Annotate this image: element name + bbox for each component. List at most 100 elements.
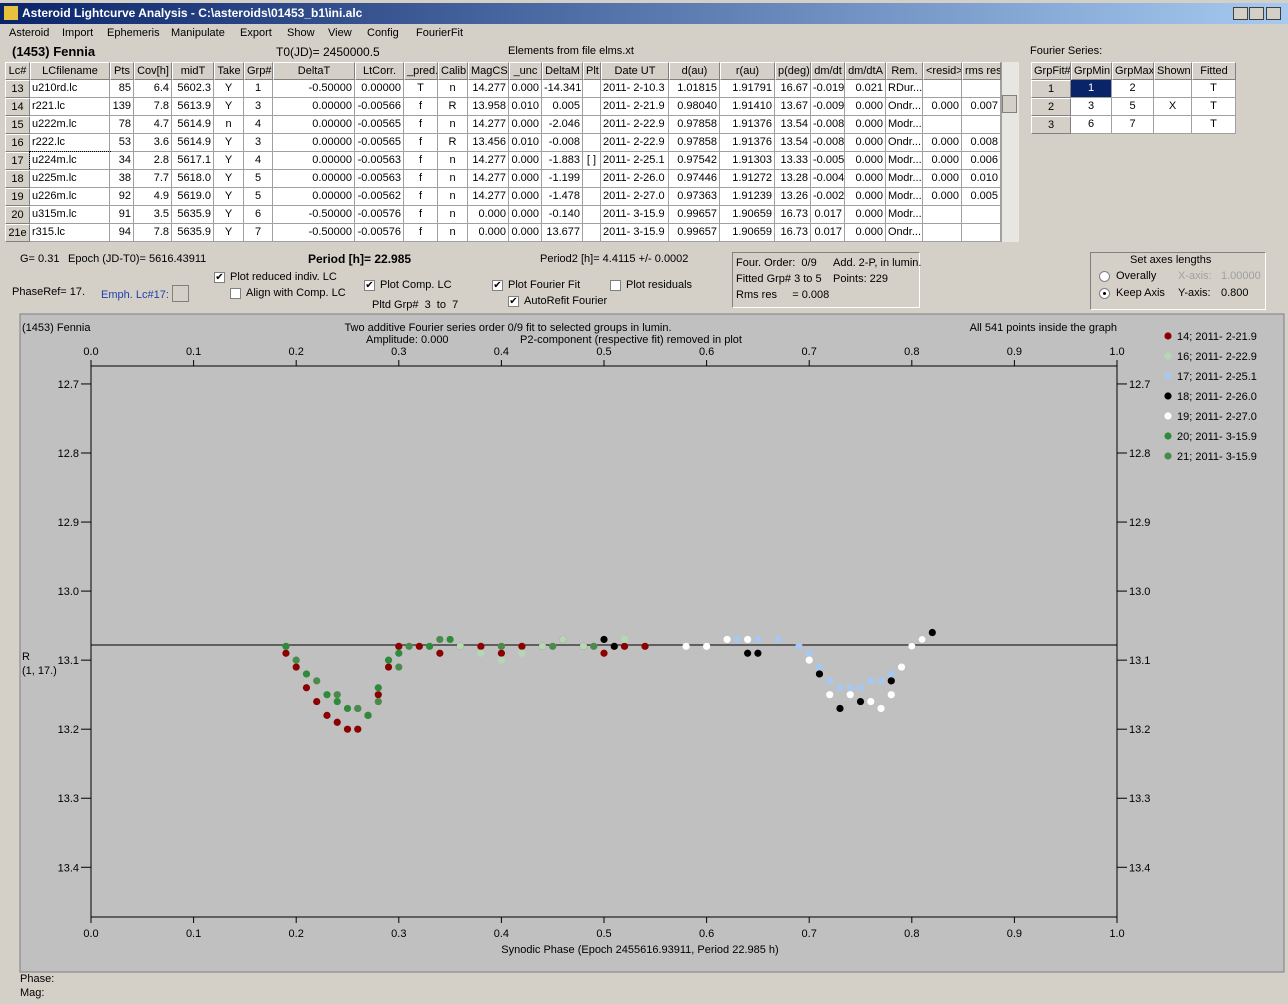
table-cell[interactable]: f — [404, 116, 438, 134]
table-cell[interactable]: 0.000 — [509, 206, 542, 224]
table-cell[interactable]: -1.883 — [542, 152, 583, 170]
table-cell[interactable] — [583, 134, 601, 152]
table-cell[interactable]: 13.33 — [775, 152, 811, 170]
menu-item[interactable]: Ephemeris — [107, 27, 160, 39]
table-cell[interactable]: 1.01815 — [669, 80, 720, 98]
table-cell[interactable]: -0.00563 — [355, 170, 404, 188]
table-cell[interactable]: 3.5 — [134, 206, 172, 224]
table-cell[interactable]: Ondr... — [886, 134, 923, 152]
checkbox-label[interactable]: Align with Comp. LC — [246, 287, 346, 299]
table-cell[interactable]: 4 — [244, 116, 273, 134]
table-cell[interactable]: Modr... — [886, 170, 923, 188]
table-cell[interactable] — [583, 80, 601, 98]
menu-item[interactable]: Config — [367, 27, 399, 39]
table-cell[interactable]: T — [404, 80, 438, 98]
table-cell[interactable] — [923, 206, 962, 224]
table-cell[interactable]: 0.000 — [923, 152, 962, 170]
table-cell[interactable]: u210rd.lc — [30, 80, 110, 98]
table-cell[interactable]: 1.91303 — [720, 152, 775, 170]
table-cell[interactable]: 0.000 — [509, 170, 542, 188]
table-cell[interactable]: 13.456 — [468, 134, 509, 152]
table-cell[interactable]: 0.000 — [845, 152, 886, 170]
table-cell[interactable]: 1.91272 — [720, 170, 775, 188]
table-cell[interactable]: -0.008 — [811, 134, 845, 152]
table-cell[interactable]: 78 — [110, 116, 134, 134]
table-cell[interactable]: 5 — [244, 188, 273, 206]
table-cell[interactable] — [583, 116, 601, 134]
table-cell[interactable]: 0.000 — [845, 116, 886, 134]
table-cell[interactable]: f — [404, 224, 438, 242]
table-cell[interactable] — [583, 224, 601, 242]
table-cell[interactable]: -1.478 — [542, 188, 583, 206]
table-cell[interactable]: -0.00562 — [355, 188, 404, 206]
table-cell[interactable]: 0.000 — [845, 134, 886, 152]
radio[interactable] — [1099, 288, 1110, 299]
table-cell[interactable]: -0.50000 — [273, 224, 355, 242]
table-cell[interactable]: 13.958 — [468, 98, 509, 116]
table-cell[interactable]: 3.6 — [134, 134, 172, 152]
row-header[interactable]: 13 — [5, 80, 30, 98]
row-header[interactable]: 18 — [5, 170, 30, 188]
radio-label[interactable]: Keep Axis — [1116, 287, 1165, 299]
table-cell[interactable]: 5635.9 — [172, 206, 214, 224]
row-header[interactable]: 16 — [5, 134, 30, 152]
table-cell[interactable]: 85 — [110, 80, 134, 98]
window-button[interactable] — [1249, 7, 1264, 20]
table-cell[interactable]: f — [404, 98, 438, 116]
table-cell[interactable]: 6.4 — [134, 80, 172, 98]
table-cell[interactable]: 1.90659 — [720, 206, 775, 224]
table-cell[interactable]: 5602.3 — [172, 80, 214, 98]
table-cell[interactable]: 0.00000 — [355, 80, 404, 98]
table-cell[interactable]: 2011- 3-15.9 — [601, 206, 669, 224]
row-header[interactable]: 20 — [5, 206, 30, 224]
table-cell[interactable]: 7.7 — [134, 170, 172, 188]
table-cell[interactable]: 0.00000 — [273, 116, 355, 134]
table-cell[interactable]: 2011- 2-10.3 — [601, 80, 669, 98]
table-cell[interactable]: R — [438, 98, 468, 116]
table-cell[interactable]: 0.000 — [845, 98, 886, 116]
table-cell[interactable]: -1.199 — [542, 170, 583, 188]
fourier-cell[interactable]: 3 — [1071, 98, 1112, 116]
table-cell[interactable]: R — [438, 134, 468, 152]
table-cell[interactable]: 2011- 2-22.9 — [601, 116, 669, 134]
table-cell[interactable]: u224m.lc — [29, 151, 111, 171]
table-cell[interactable]: -0.50000 — [273, 206, 355, 224]
radio[interactable] — [1099, 271, 1110, 282]
table-cell[interactable] — [583, 206, 601, 224]
table-cell[interactable]: 13.677 — [542, 224, 583, 242]
table-cell[interactable] — [962, 116, 1001, 134]
checkbox[interactable]: ✔ — [214, 272, 225, 283]
table-cell[interactable]: n — [438, 188, 468, 206]
table-cell[interactable]: 0.97446 — [669, 170, 720, 188]
table-cell[interactable]: n — [438, 170, 468, 188]
table-cell[interactable]: 5619.0 — [172, 188, 214, 206]
table-cell[interactable]: f — [404, 188, 438, 206]
table-cell[interactable]: f — [404, 152, 438, 170]
checkbox[interactable] — [230, 288, 241, 299]
table-cell[interactable]: 0.00000 — [273, 152, 355, 170]
table-cell[interactable]: 14.277 — [468, 170, 509, 188]
table-cell[interactable]: 2011- 3-15.9 — [601, 224, 669, 242]
table-cell[interactable]: -14.341 — [542, 80, 583, 98]
table-cell[interactable]: Y — [214, 224, 244, 242]
checkbox[interactable]: ✔ — [364, 280, 375, 291]
table-cell[interactable]: 0.00000 — [273, 170, 355, 188]
table-cell[interactable]: 5635.9 — [172, 224, 214, 242]
table-cell[interactable]: 0.98040 — [669, 98, 720, 116]
table-cell[interactable]: 0.017 — [811, 206, 845, 224]
table-cell[interactable]: 5614.9 — [172, 134, 214, 152]
table-cell[interactable]: 139 — [110, 98, 134, 116]
table-cell[interactable]: -0.50000 — [273, 80, 355, 98]
table-cell[interactable]: 0.017 — [811, 224, 845, 242]
table-cell[interactable] — [962, 206, 1001, 224]
fourier-row-header[interactable]: 1 — [1031, 80, 1071, 98]
fourier-cell[interactable]: T — [1192, 116, 1236, 134]
table-cell[interactable]: 1.91376 — [720, 116, 775, 134]
table-cell[interactable]: 2.8 — [134, 152, 172, 170]
table-cell[interactable]: -0.005 — [811, 152, 845, 170]
table-cell[interactable]: 0.008 — [962, 134, 1001, 152]
table-cell[interactable]: 7.8 — [134, 224, 172, 242]
table-cell[interactable]: 0.99657 — [669, 224, 720, 242]
table-cell[interactable]: 1.91239 — [720, 188, 775, 206]
table-cell[interactable]: 0.000 — [509, 224, 542, 242]
